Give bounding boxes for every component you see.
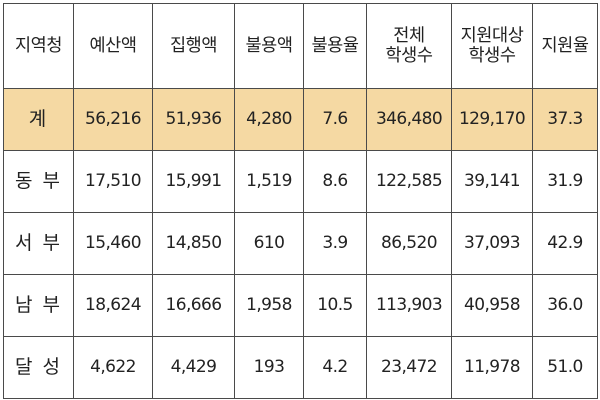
cell-unused: 610 — [234, 212, 304, 275]
cell-target-students: 11,978 — [451, 336, 533, 399]
region-name-cell: 계 — [3, 88, 74, 151]
cell-unused: 1,519 — [234, 150, 304, 213]
table-row: 남 부 18,624 16,666 1,958 10.5 113,903 40,958 36.… — [3, 274, 598, 337]
cell-total-students: 86,520 — [366, 212, 452, 275]
cell-unused: 193 — [234, 336, 304, 399]
cell-unused: 4,280 — [234, 88, 304, 151]
column-header-target-students: 지원대상 학생수 — [451, 3, 533, 89]
cell-target-students: 40,958 — [451, 274, 533, 337]
cell-unused-rate: 4.2 — [303, 336, 367, 399]
cell-support-rate: 37.3 — [532, 88, 598, 151]
column-header-text: 집행액 — [169, 35, 218, 56]
cell-target-students: 129,170 — [451, 88, 533, 151]
cell-unused-rate: 8.6 — [303, 150, 367, 213]
cell-executed: 14,850 — [152, 212, 235, 275]
total-row: 계 56,216 51,936 4,280 7.6 346,480 129,170 37.3 — [3, 88, 598, 151]
table-row: 동 부 17,510 15,991 1,519 8.6 122,585 39,141 31.9 — [3, 150, 598, 213]
cell-target-students: 39,141 — [451, 150, 533, 213]
cell-budget: 18,624 — [73, 274, 153, 337]
cell-support-rate: 51.0 — [532, 336, 598, 399]
cell-unused: 1,958 — [234, 274, 304, 337]
budget-statistics-table: 지역청 예산액 집행액 불용액 불용율 전체 학생수 지원대상 학생수 지원율 계 56,216 51… — [3, 3, 598, 399]
cell-budget: 17,510 — [73, 150, 153, 213]
column-header-text: 학생수 — [468, 46, 516, 66]
column-header-text: 지원율 — [541, 35, 589, 56]
column-header-text: 전체 — [393, 25, 425, 46]
cell-support-rate: 42.9 — [532, 212, 598, 275]
cell-budget: 15,460 — [73, 212, 153, 275]
column-header-text: 학생수 — [385, 46, 433, 66]
cell-executed: 16,666 — [152, 274, 235, 337]
cell-target-students: 37,093 — [451, 212, 533, 275]
header-row: 지역청 예산액 집행액 불용액 불용율 전체 학생수 지원대상 학생수 지원율 — [3, 3, 598, 89]
cell-unused-rate: 3.9 — [303, 212, 367, 275]
cell-executed: 4,429 — [152, 336, 235, 399]
column-header-unused-rate: 불용율 — [303, 3, 367, 89]
cell-unused-rate: 10.5 — [303, 274, 367, 337]
column-header-executed: 집행액 — [152, 3, 235, 89]
cell-budget: 4,622 — [73, 336, 153, 399]
table-body: 계 56,216 51,936 4,280 7.6 346,480 129,170 37.3 동… — [3, 88, 598, 399]
column-header-text: 예산액 — [89, 35, 137, 56]
column-header-region: 지역청 — [3, 3, 74, 89]
table-header: 지역청 예산액 집행액 불용액 불용율 전체 학생수 지원대상 학생수 지원율 — [3, 3, 598, 89]
region-name-cell: 동 부 — [3, 150, 74, 213]
column-header-text: 불용액 — [245, 35, 293, 56]
column-header-unused: 불용액 — [234, 3, 304, 89]
cell-support-rate: 31.9 — [532, 150, 598, 213]
cell-unused-rate: 7.6 — [303, 88, 367, 151]
cell-total-students: 23,472 — [366, 336, 452, 399]
column-header-text: 불용율 — [311, 35, 359, 56]
column-header-total-students: 전체 학생수 — [366, 3, 452, 89]
column-header-text: 지원대상 — [460, 25, 524, 46]
column-header-text: 지역청 — [14, 35, 63, 56]
region-name-cell: 서 부 — [3, 212, 74, 275]
table-row: 서 부 15,460 14,850 610 3.9 86,520 37,093 42.9 — [3, 212, 598, 275]
cell-total-students: 122,585 — [366, 150, 452, 213]
region-name-cell: 달 성 — [3, 336, 74, 399]
column-header-budget: 예산액 — [73, 3, 153, 89]
table-row: 달 성 4,622 4,429 193 4.2 23,472 11,978 51.0 — [3, 336, 598, 399]
cell-budget: 56,216 — [73, 88, 153, 151]
cell-executed: 51,936 — [152, 88, 235, 151]
cell-total-students: 346,480 — [366, 88, 452, 151]
cell-support-rate: 36.0 — [532, 274, 598, 337]
column-header-support-rate: 지원율 — [532, 3, 598, 89]
cell-executed: 15,991 — [152, 150, 235, 213]
cell-total-students: 113,903 — [366, 274, 452, 337]
region-name-cell: 남 부 — [3, 274, 74, 337]
